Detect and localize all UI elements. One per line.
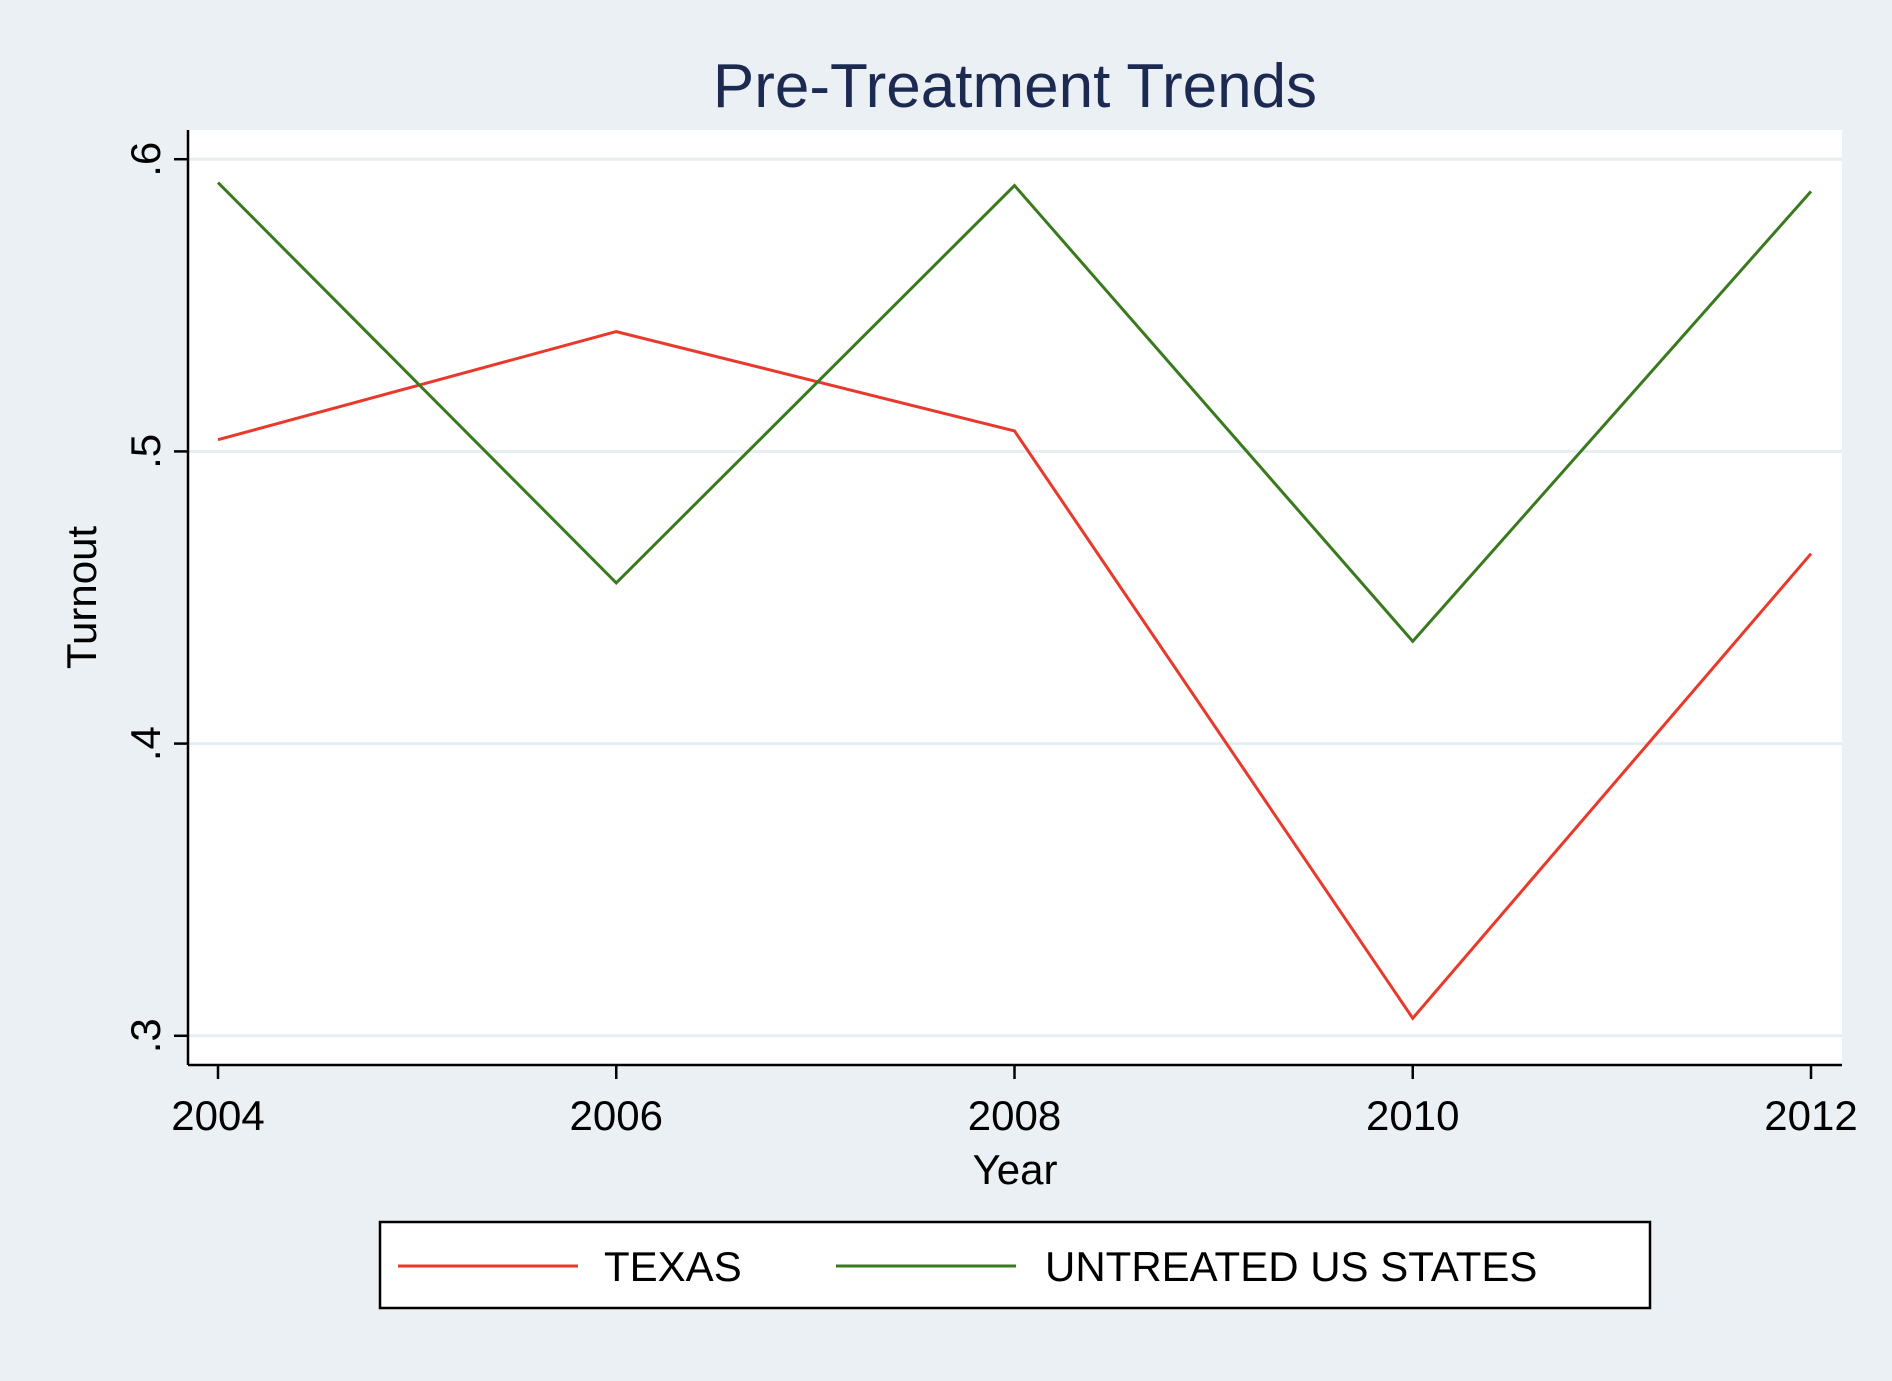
x-tick-label: 2004 <box>171 1092 264 1139</box>
x-tick-label: 2010 <box>1366 1092 1459 1139</box>
x-axis-label: Year <box>973 1146 1058 1193</box>
legend-label: UNTREATED US STATES <box>1045 1243 1537 1290</box>
series-line-texas <box>217 330 1813 1021</box>
axes: .3 .4 .5 .6 2004 2006 2008 2010 2012 <box>122 130 1858 1139</box>
y-tick-label: .4 <box>122 726 169 761</box>
series-line-untreated-us-states <box>216 181 1813 644</box>
y-tick-label: .3 <box>122 1018 169 1053</box>
y-tick-label: .6 <box>122 142 169 177</box>
y-axis-label: Turnout <box>58 526 105 670</box>
legend-label: TEXAS <box>604 1243 742 1290</box>
y-tick-label: .5 <box>122 434 169 469</box>
x-tick-label: 2012 <box>1764 1092 1857 1139</box>
x-tick-label: 2006 <box>570 1092 663 1139</box>
plot-area <box>188 130 1842 1065</box>
chart-title: Pre-Treatment Trends <box>713 52 1317 121</box>
x-tick-label: 2008 <box>968 1092 1061 1139</box>
gridlines <box>188 157 1842 1038</box>
legend: TEXAS UNTREATED US STATES <box>378 1220 1652 1310</box>
series-lines <box>216 181 1813 1021</box>
